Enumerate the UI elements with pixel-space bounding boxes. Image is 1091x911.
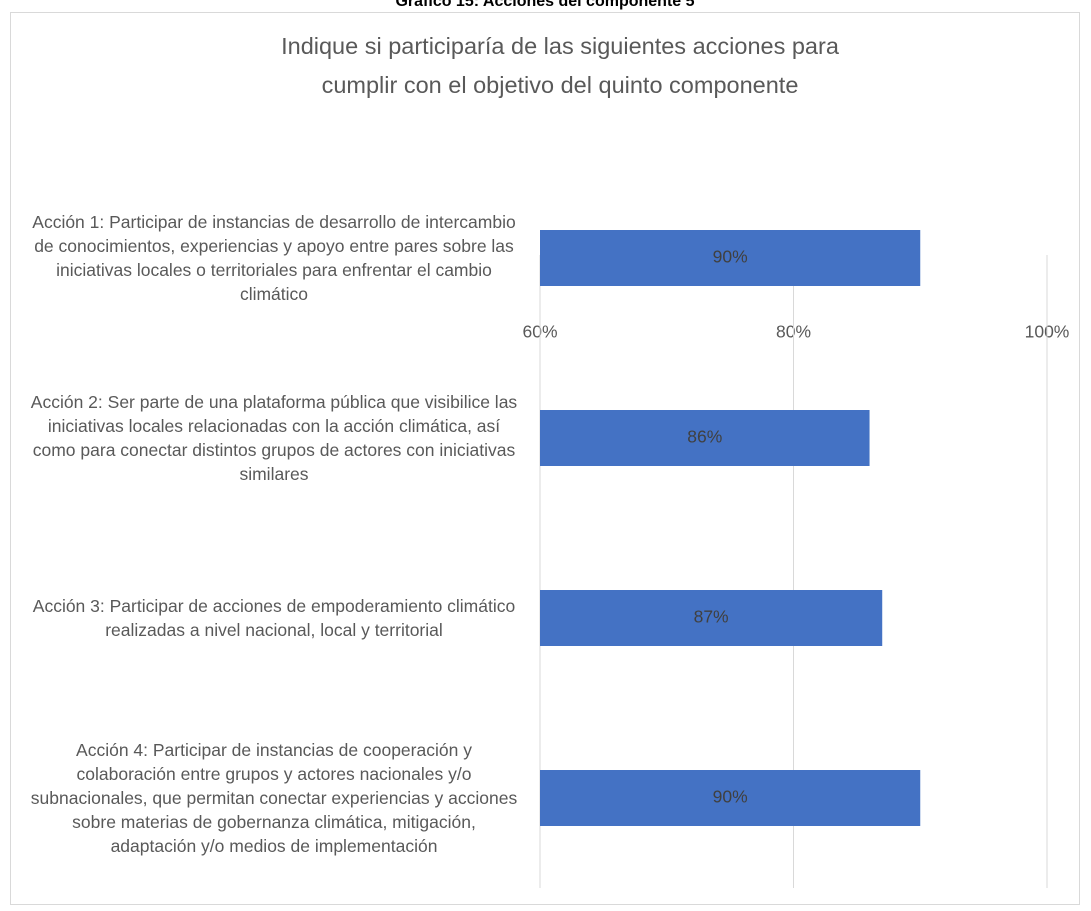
y-tick-label: Acción 2: Ser parte de una plataforma pú… xyxy=(30,392,518,484)
chart-title: Indique si participaría de las siguiente… xyxy=(281,33,840,98)
category-label-box: Acción 3: Participar de acciones de empo… xyxy=(20,528,520,708)
heading: Gráfico 15: Acciones del componente 5 xyxy=(395,0,694,10)
y-tick-label: Acción 4: Participar de instancias de co… xyxy=(30,740,518,856)
category-label-box: Acción 1: Participar de instancias de de… xyxy=(20,168,520,348)
bar xyxy=(540,770,921,826)
bar xyxy=(540,230,921,286)
data-label: 87% xyxy=(694,607,729,627)
data-label: 86% xyxy=(687,427,722,447)
bar xyxy=(540,410,870,466)
data-label: 90% xyxy=(713,787,748,807)
y-tick-label: Acción 1: Participar de instancias de de… xyxy=(32,212,516,304)
data-label: 90% xyxy=(713,247,748,267)
bar xyxy=(540,590,883,646)
category-label-box: Acción 2: Ser parte de una plataforma pú… xyxy=(20,348,520,528)
chart-frame xyxy=(10,12,1080,905)
category-label-box: Acción 4: Participar de instancias de co… xyxy=(20,708,520,888)
y-tick-label: Acción 3: Participar de acciones de empo… xyxy=(32,596,516,640)
